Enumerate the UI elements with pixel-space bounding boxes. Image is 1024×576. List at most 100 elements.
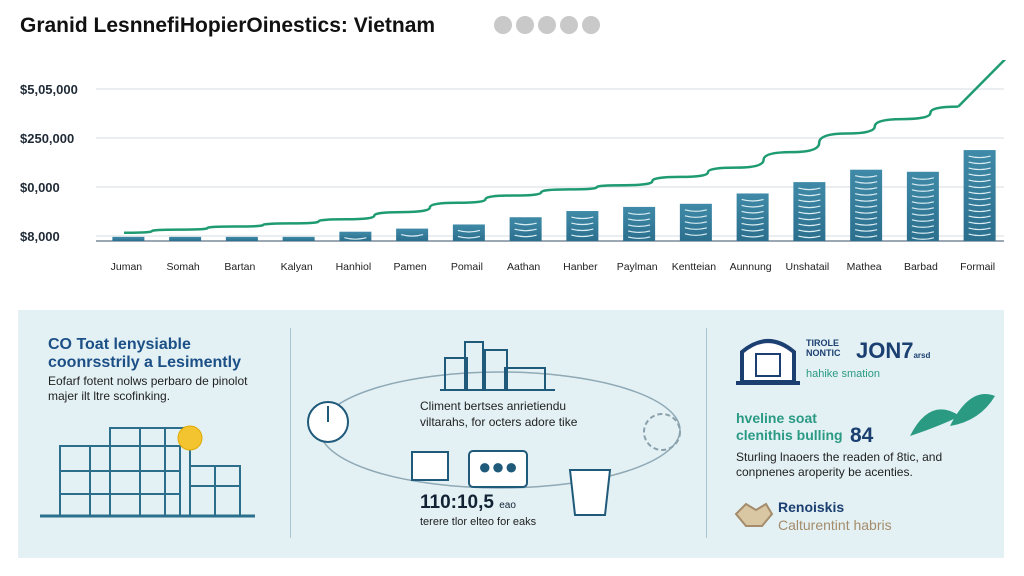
bar-texture <box>627 218 651 221</box>
bar-texture <box>911 183 935 186</box>
bar-texture <box>798 235 821 239</box>
bar-texture <box>514 222 537 226</box>
badge-small-line: NONTIC <box>806 348 841 358</box>
bar-texture <box>854 217 878 220</box>
bar-texture <box>854 205 878 208</box>
x-tick-label: Formail <box>960 261 995 273</box>
bar-texture <box>571 216 594 220</box>
decorative-cloud-icon <box>494 16 604 39</box>
bar-texture <box>684 209 708 212</box>
bar <box>225 236 258 241</box>
bar-chart: $5,05,000 $250,000 $0,000 $8,000 Juman Somah… <box>20 60 1007 273</box>
middle-stat-value: 110:10,5 <box>420 492 494 513</box>
plant-icon <box>910 394 995 436</box>
x-tick-label: Mathea <box>847 261 882 273</box>
bar-texture <box>514 234 537 238</box>
bar <box>623 206 656 241</box>
bar-texture <box>968 161 991 165</box>
bar <box>169 236 202 241</box>
right-heading-line: hveline soat <box>736 410 817 426</box>
bar-texture <box>911 213 935 216</box>
divider <box>290 328 291 538</box>
building-icon <box>40 425 255 518</box>
bar-texture <box>798 211 821 215</box>
divider <box>706 328 707 538</box>
x-tick-label: Kalyan <box>281 261 313 273</box>
bar-texture <box>798 205 821 209</box>
bar-texture <box>741 216 764 220</box>
bar-texture <box>684 221 708 224</box>
bar-texture <box>571 222 594 226</box>
bar-texture <box>968 221 991 225</box>
left-body-line: Eofarf fotent nolws perbaro de pinolot <box>48 374 248 388</box>
bar-texture <box>854 235 878 238</box>
bar <box>906 171 939 241</box>
bar-texture <box>968 173 991 177</box>
y-tick-label: $0,000 <box>20 180 60 195</box>
bar <box>509 217 542 241</box>
bar-texture <box>854 229 878 232</box>
bar-texture <box>968 167 991 171</box>
middle-stat-unit: eao <box>499 500 516 511</box>
middle-caption-line: Climent bertses anrietiendu <box>420 399 567 413</box>
right-body-line: Sturling lnaoers the readen of 8tic, and <box>736 450 943 464</box>
bar-texture <box>457 235 481 239</box>
x-tick-label: Hanber <box>563 261 598 273</box>
y-tick-label: $250,000 <box>20 131 74 146</box>
x-tick-label: Somah <box>166 261 199 273</box>
bar-texture <box>798 229 821 233</box>
bar-texture <box>684 215 708 218</box>
badge-suffix: arsd <box>913 351 931 360</box>
bar-texture <box>798 187 821 191</box>
bar-texture <box>571 228 594 232</box>
x-tick-label: Kentteian <box>672 261 717 273</box>
bar-texture <box>911 231 935 234</box>
bar-texture <box>798 217 821 221</box>
bar-texture <box>854 175 878 178</box>
bar-texture <box>968 155 991 159</box>
bar-texture <box>854 199 878 202</box>
page-title: Granid LesnnefiHopierOinestics: Vietnam <box>20 14 436 37</box>
cycle-diagram-icon <box>307 341 681 516</box>
bar-texture <box>457 229 481 233</box>
badge-small-text: TIROLE NONTIC <box>806 338 841 358</box>
handshake-icon <box>734 502 774 527</box>
right-stat: 84 <box>850 424 874 447</box>
x-tick-label: Aunnung <box>730 261 772 273</box>
bar-texture <box>798 223 821 227</box>
bar-texture <box>344 237 367 240</box>
badge-small-line: TIROLE <box>806 338 839 348</box>
bar-texture <box>741 228 764 232</box>
left-heading: CO Toat lenysiable coonrsstrily a Lesime… <box>48 336 241 372</box>
right-heading-line: clenithis bulling <box>736 427 843 443</box>
right-heading: hveline soat clenithis bulling <box>736 410 843 444</box>
x-tick-label: Bartan <box>224 261 255 273</box>
left-heading-line: CO Toat lenysiable <box>48 336 191 353</box>
bar-texture <box>968 191 991 195</box>
bar-texture <box>854 223 878 226</box>
x-tick-label: Hanhiol <box>336 261 372 273</box>
bar-texture <box>684 227 708 230</box>
bar-texture <box>911 177 935 180</box>
badge-caption: hahike smation <box>806 368 880 380</box>
trend-line <box>123 105 959 234</box>
x-tick-label: Barbad <box>904 261 938 273</box>
bar-texture <box>741 234 764 238</box>
badge-big-text: JON7 <box>856 338 914 363</box>
middle-caption: Climent bertses anrietiendu viltarahs, f… <box>420 398 577 430</box>
bar-texture <box>968 233 991 237</box>
bar-texture <box>911 207 935 210</box>
middle-stat-caption: terere tlor elteo for eaks <box>420 516 537 528</box>
bar-texture <box>968 227 991 231</box>
bar-texture <box>911 237 935 240</box>
bar-texture <box>514 228 537 232</box>
bar-texture <box>968 209 991 213</box>
bar-texture <box>911 201 935 204</box>
bar-texture <box>571 234 594 238</box>
bar-texture <box>798 199 821 203</box>
bar-texture <box>968 203 991 207</box>
bar-texture <box>741 198 764 202</box>
bar-texture <box>627 212 651 215</box>
left-body: Eofarf fotent nolws perbaro de pinolot m… <box>48 374 247 404</box>
bar-texture <box>911 225 935 228</box>
